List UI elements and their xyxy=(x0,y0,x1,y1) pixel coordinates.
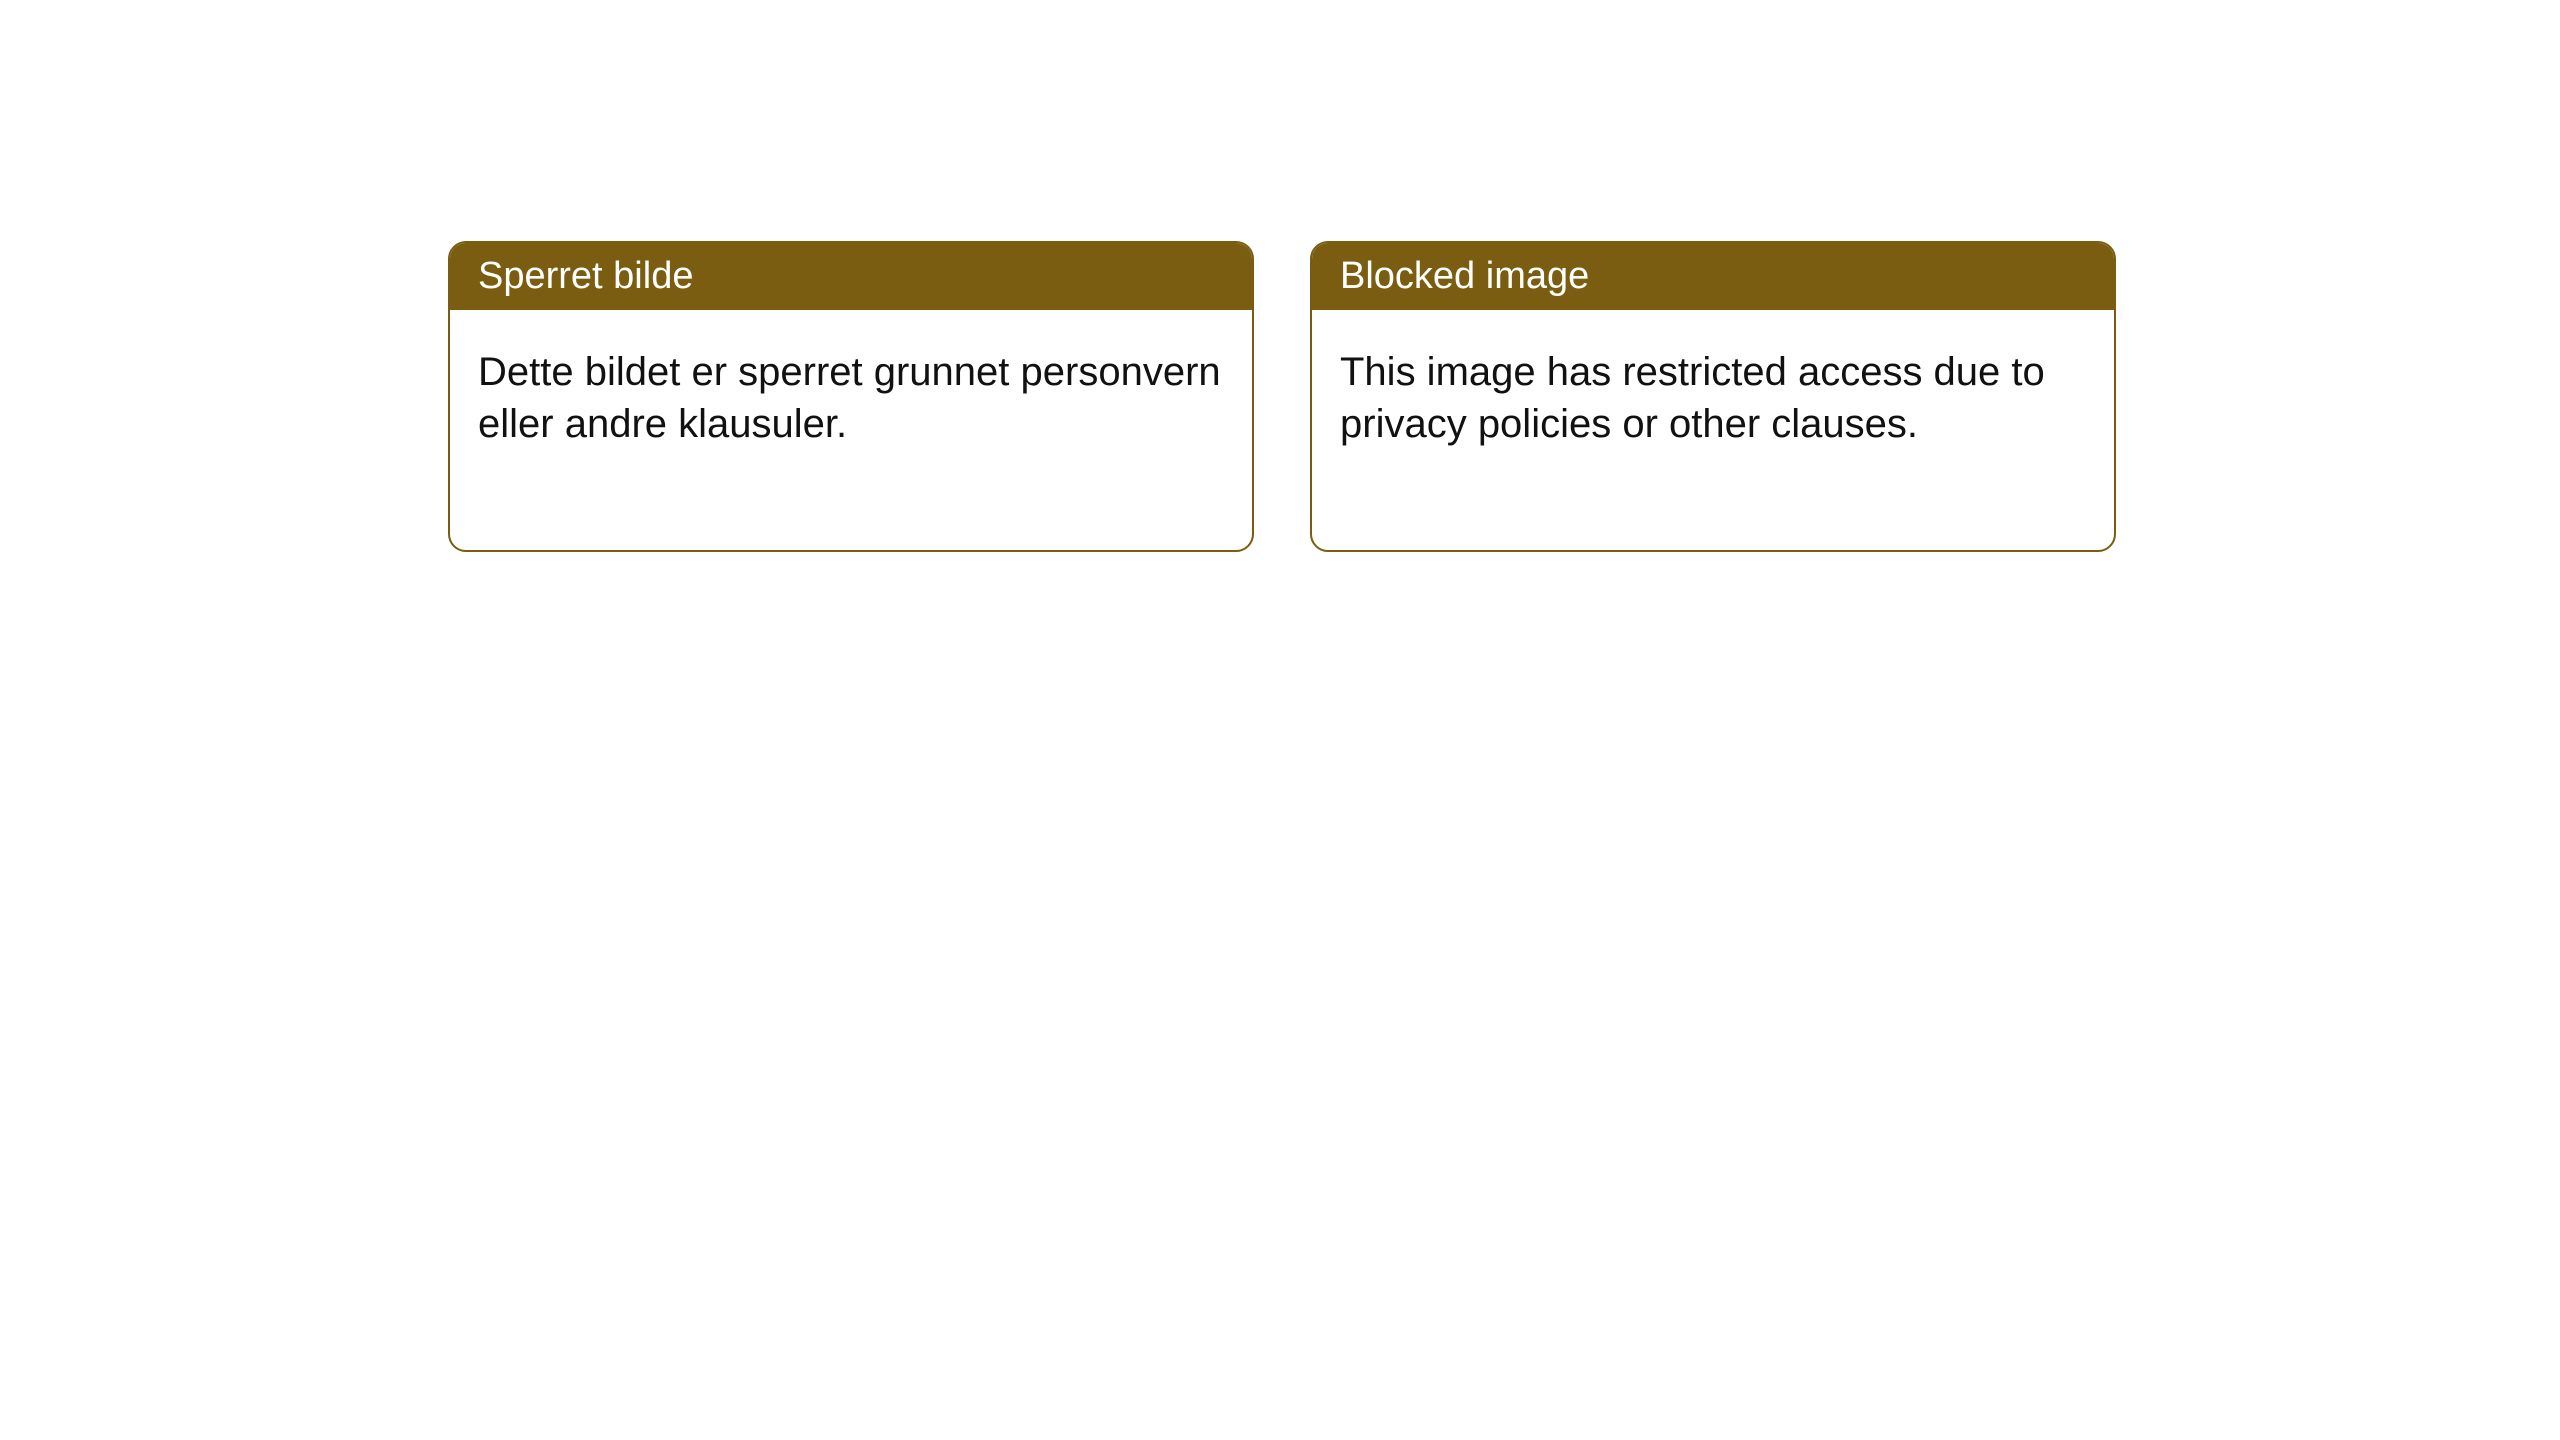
cards-container: Sperret bilde Dette bildet er sperret gr… xyxy=(448,241,2116,552)
card-body-text: Dette bildet er sperret grunnet personve… xyxy=(478,350,1221,446)
card-header-text: Sperret bilde xyxy=(478,255,693,297)
card-norwegian: Sperret bilde Dette bildet er sperret gr… xyxy=(448,241,1254,552)
card-body: This image has restricted access due to … xyxy=(1312,310,2114,550)
card-header: Sperret bilde xyxy=(450,243,1252,310)
card-header-text: Blocked image xyxy=(1340,255,1589,297)
card-body-text: This image has restricted access due to … xyxy=(1340,350,2045,446)
card-english: Blocked image This image has restricted … xyxy=(1310,241,2116,552)
card-body: Dette bildet er sperret grunnet personve… xyxy=(450,310,1252,550)
card-header: Blocked image xyxy=(1312,243,2114,310)
